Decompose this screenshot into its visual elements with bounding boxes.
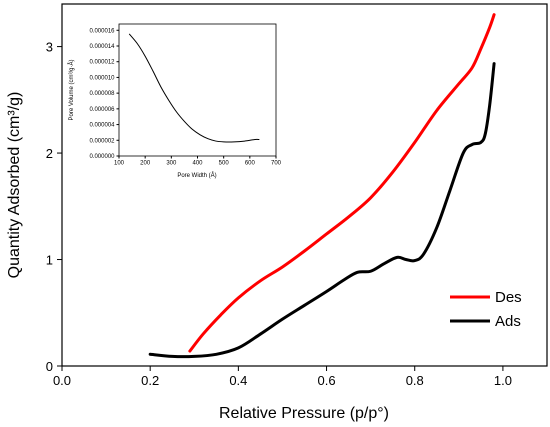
inset-x-axis-title: Pore Width (Å) <box>177 172 216 179</box>
legend-label-des: Des <box>495 289 522 306</box>
x-tick-label: 0.6 <box>318 373 336 388</box>
inset-plot-frame <box>118 23 277 157</box>
main-plot-frame <box>61 3 548 367</box>
inset-y-tick-label: 0.000016 <box>89 28 115 34</box>
inset-chart: 100 200 300 400 500 600 700 0.000000 0.000002 0.0… <box>68 23 282 179</box>
y-tick-label: 2 <box>46 146 53 161</box>
inset-y-tick-label: 0.000004 <box>89 123 115 129</box>
inset-series-line-curve <box>128 33 260 143</box>
inset-x-tick-label: 300 <box>166 161 177 167</box>
y-tick-label: 3 <box>46 40 53 55</box>
x-tick-label: 0.4 <box>229 373 247 388</box>
inset-x-tick-label: 400 <box>192 161 203 167</box>
main-series-group <box>148 13 496 359</box>
y-axis-title: Quantity Adsorbed (cm³/g) <box>6 92 23 279</box>
x-tick-label: 0.2 <box>141 373 159 388</box>
inset-axis-ticks: 100 200 300 400 500 600 700 0.000000 0.000002 0.0… <box>89 28 281 166</box>
inset-y-tick-label: 0.000008 <box>89 91 115 97</box>
y-tick-label: 0 <box>46 359 53 374</box>
inset-x-tick-label: 600 <box>245 161 256 167</box>
legend: Des Ads <box>450 289 522 330</box>
series-line-ads <box>148 62 496 359</box>
x-axis-title: Relative Pressure (p/p°) <box>219 405 389 422</box>
inset-y-tick-label: 0.000012 <box>89 60 115 66</box>
inset-y-axis-title: Pore Volume (cm³/g·Å) <box>68 59 75 120</box>
inset-y-tick-label: 0.000010 <box>89 75 115 81</box>
inset-x-tick-label: 100 <box>114 161 125 167</box>
inset-y-tick-label: 0.000014 <box>89 44 115 50</box>
inset-series-group <box>128 33 260 143</box>
series-line-des <box>188 13 496 353</box>
x-tick-label: 0.0 <box>53 373 71 388</box>
x-tick-label: 0.8 <box>406 373 424 388</box>
inset-y-tick-label: 0.000002 <box>89 138 115 144</box>
inset-x-tick-label: 500 <box>219 161 230 167</box>
inset-y-tick-label: 0.000006 <box>89 107 115 113</box>
y-tick-label: 1 <box>46 253 53 268</box>
inset-x-tick-label: 700 <box>271 161 282 167</box>
inset-x-tick-label: 200 <box>140 161 151 167</box>
x-tick-label: 1.0 <box>494 373 512 388</box>
inset-y-tick-label: 0.000000 <box>89 154 115 160</box>
legend-label-ads: Ads <box>495 313 521 330</box>
main-axis-ticks: 0.0 0.2 0.4 0.6 0.8 1.0 0 1 2 3 <box>46 40 512 388</box>
